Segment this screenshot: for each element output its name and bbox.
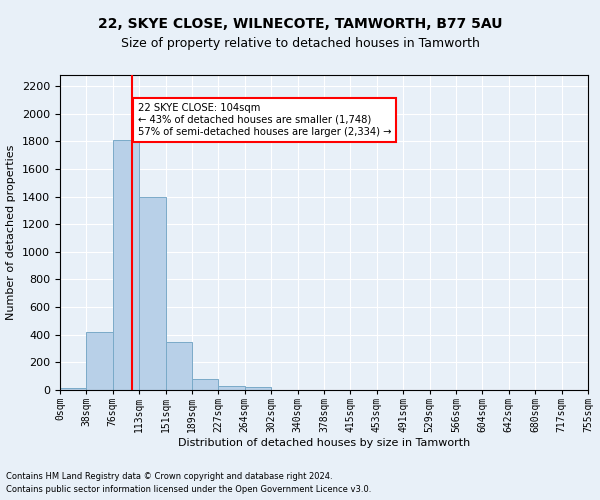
Bar xyxy=(166,342,192,390)
Bar xyxy=(86,332,113,390)
Y-axis label: Number of detached properties: Number of detached properties xyxy=(7,145,16,320)
Bar xyxy=(60,388,86,390)
X-axis label: Distribution of detached houses by size in Tamworth: Distribution of detached houses by size … xyxy=(178,438,470,448)
Text: 22, SKYE CLOSE, WILNECOTE, TAMWORTH, B77 5AU: 22, SKYE CLOSE, WILNECOTE, TAMWORTH, B77… xyxy=(98,18,502,32)
Bar xyxy=(245,387,271,390)
Bar xyxy=(192,379,218,390)
Bar xyxy=(139,196,166,390)
Text: Size of property relative to detached houses in Tamworth: Size of property relative to detached ho… xyxy=(121,38,479,51)
Bar xyxy=(113,140,139,390)
Bar xyxy=(218,386,245,390)
Text: 22 SKYE CLOSE: 104sqm
← 43% of detached houses are smaller (1,748)
57% of semi-d: 22 SKYE CLOSE: 104sqm ← 43% of detached … xyxy=(138,104,391,136)
Text: Contains HM Land Registry data © Crown copyright and database right 2024.: Contains HM Land Registry data © Crown c… xyxy=(6,472,332,481)
Text: Contains public sector information licensed under the Open Government Licence v3: Contains public sector information licen… xyxy=(6,485,371,494)
